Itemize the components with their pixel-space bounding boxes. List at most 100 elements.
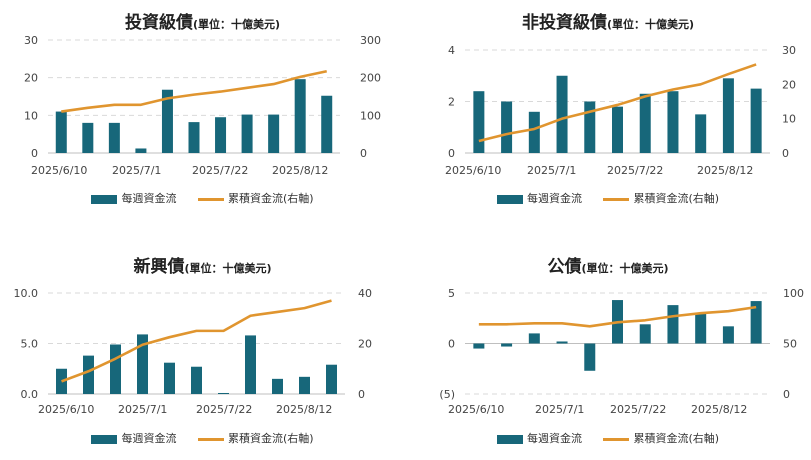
right-axis-tick-label: 200 — [360, 72, 381, 85]
legend-bar-label: 每週資金流 — [526, 432, 582, 445]
bar — [667, 305, 679, 344]
x-axis-tick-label: 2025/7/1 — [527, 164, 576, 177]
bar — [299, 376, 310, 394]
legend-bar-swatch — [91, 434, 118, 444]
chart-legend: 每週資金流 累積資金流(右軸) — [405, 430, 811, 446]
bar — [722, 78, 734, 153]
bar — [639, 324, 651, 344]
legend-bar-swatch — [496, 434, 523, 444]
bar — [584, 343, 596, 371]
bar — [695, 313, 707, 344]
chart-title-unit: (單位：十億美元) — [606, 18, 695, 31]
left-axis-tick-label: 30 — [24, 34, 38, 47]
chart-title-main: 非投資級債 — [521, 13, 607, 33]
right-axis-tick-label: 0 — [782, 147, 789, 160]
x-axis-tick-label: 2025/7/1 — [112, 164, 161, 177]
legend-bar-swatch — [91, 194, 118, 204]
bar — [82, 122, 94, 153]
chart-title: 公債(單位：十億美元) — [405, 252, 811, 277]
chart-title-unit: (單位：十億美元) — [184, 262, 272, 275]
bar — [667, 91, 679, 153]
chart-plot-area: 0.0 5.0 10.0 0 20 40 2025/6/10 2025/7/1 2025/7/2… — [14, 287, 373, 416]
right-axis-tick-label: 100 — [360, 109, 381, 122]
x-axis-tick-label: 2025/6/10 — [31, 164, 87, 177]
bar — [501, 101, 513, 153]
bar — [245, 335, 256, 394]
bar — [215, 117, 227, 153]
bar — [473, 91, 485, 153]
chart-panel-high-yield: 非投資級債(單位：十億美元) 0 2 4 0 10 20 30 2025/6/10 2025/7… — [405, 0, 811, 230]
bar — [55, 111, 67, 153]
cumulative-line — [61, 299, 332, 383]
right-axis-tick-label: 50 — [783, 338, 797, 351]
chart-title: 新興債(單位：十億美元) — [0, 252, 405, 277]
bar — [272, 378, 283, 394]
x-axis-tick-label: 2025/8/12 — [276, 403, 332, 416]
bar — [473, 343, 485, 349]
bar — [83, 355, 94, 394]
chart-title-main: 投資級債 — [124, 13, 193, 33]
legend-line-label: 累積資金流(右軸) — [227, 192, 314, 205]
left-axis-tick-label: 0 — [31, 147, 38, 160]
chart-title: 投資級債(單位：十億美元) — [0, 8, 405, 33]
bar — [268, 114, 280, 153]
x-axis-tick-label: 2025/8/12 — [697, 164, 753, 177]
bar — [528, 111, 540, 153]
cumulative-line — [478, 63, 757, 143]
left-axis-tick-label: 5 — [448, 287, 455, 300]
legend-line-swatch — [197, 437, 224, 441]
bar — [326, 364, 337, 394]
bar — [722, 326, 734, 344]
right-axis-tick-label: 30 — [782, 44, 796, 57]
bar — [241, 114, 253, 153]
bar — [137, 334, 148, 394]
legend-line-swatch — [603, 437, 630, 441]
bar — [556, 341, 568, 344]
left-axis-tick-label: 0 — [448, 147, 455, 160]
bar — [556, 75, 568, 153]
bar — [218, 392, 229, 394]
right-axis-tick-label: 100 — [783, 287, 804, 300]
chart-title-unit: (單位：十億美元) — [192, 18, 281, 31]
chart-legend: 每週資金流 累積資金流(右軸) — [405, 190, 811, 206]
legend-bar-label: 每週資金流 — [121, 192, 177, 205]
x-axis-tick-label: 2025/7/1 — [535, 403, 584, 416]
left-axis-tick-label: 10.0 — [14, 287, 39, 300]
left-axis-tick-label: 10 — [24, 109, 38, 122]
legend-bar-swatch — [496, 194, 523, 204]
x-axis-tick-label: 2025/7/1 — [118, 403, 167, 416]
bar — [501, 343, 513, 347]
legend-line-label: 累積資金流(右軸) — [633, 432, 720, 445]
bar — [584, 101, 596, 153]
chart-legend: 每週資金流 累積資金流(右軸) — [0, 430, 405, 446]
right-axis-tick-label: 20 — [358, 338, 372, 351]
right-axis-tick-label: 300 — [360, 34, 381, 47]
x-axis-tick-label: 2025/8/12 — [272, 164, 328, 177]
chart-panel-government-bond: 公債(單位：十億美元) (5) 0 5 0 50 100 2025/6/10 2025/7/1… — [405, 230, 811, 460]
left-axis-tick-label: 0 — [448, 338, 455, 351]
x-axis-tick-label: 2025/7/22 — [192, 164, 248, 177]
cumulative-line — [61, 69, 327, 113]
chart-plot-area: 0 2 4 0 10 20 30 2025/6/10 2025/7/1 2025/7/22 2025… — [445, 44, 796, 177]
bar — [110, 344, 121, 394]
right-axis-tick-label: 0 — [360, 147, 367, 160]
bar — [188, 122, 200, 153]
x-axis-tick-label: 2025/6/10 — [448, 403, 504, 416]
left-axis-tick-label: 0.0 — [21, 388, 39, 401]
x-axis-tick-label: 2025/6/10 — [38, 403, 94, 416]
left-axis-tick-label: 2 — [448, 96, 455, 109]
legend-bar-label: 每週資金流 — [121, 432, 177, 445]
bar — [612, 106, 623, 153]
chart-legend: 每週資金流 累積資金流(右軸) — [0, 190, 405, 206]
chart-title-unit: (單位：十億美元) — [581, 262, 669, 275]
cumulative-line — [478, 305, 757, 328]
bar — [750, 301, 762, 344]
legend-bar-label: 每週資金流 — [526, 192, 582, 205]
x-axis-tick-label: 2025/7/22 — [607, 164, 663, 177]
legend-line-label: 累積資金流(右軸) — [633, 192, 720, 205]
bar — [528, 333, 540, 344]
x-axis-tick-label: 2025/7/22 — [196, 403, 252, 416]
bar — [639, 93, 651, 153]
